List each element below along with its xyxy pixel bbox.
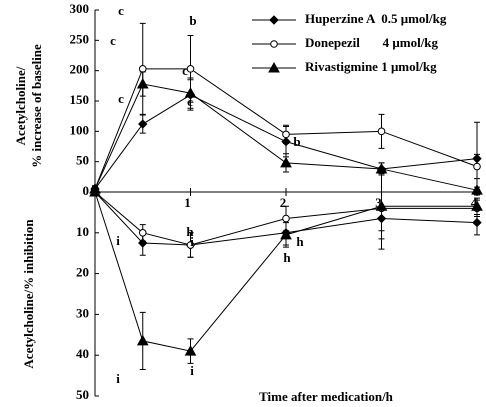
y-tick-label: 250: [70, 31, 90, 46]
x-tick-label: 1: [184, 195, 191, 210]
marker: [136, 334, 149, 346]
y-tick-label: 40: [76, 346, 89, 361]
annotation: c: [118, 3, 124, 18]
marker: [471, 184, 483, 195]
y-axis-label: Acetylcholine/: [13, 66, 28, 145]
marker: [269, 15, 279, 25]
annotation: c: [118, 91, 124, 106]
y-axis-label: Acetylcholine/% inhibition: [21, 219, 36, 369]
marker: [280, 228, 292, 240]
marker: [268, 61, 280, 73]
marker: [472, 217, 482, 228]
annotation: h: [296, 234, 304, 249]
annotation: c: [187, 94, 193, 109]
annotation: c: [182, 63, 188, 78]
legend-label: Huperzine A 0.5 μmol/kg: [305, 11, 447, 26]
y-tick-label: 0: [83, 183, 90, 198]
annotation: i: [116, 371, 120, 386]
x-axis-label: Time after medication/h: [259, 389, 394, 404]
marker: [473, 162, 481, 171]
y-tick-label: 50: [76, 153, 89, 168]
annotation: h: [186, 224, 194, 239]
marker: [138, 119, 148, 129]
y-tick-label: 300: [70, 1, 90, 16]
marker: [184, 345, 197, 356]
marker: [89, 185, 101, 197]
x-tick-label: 3: [375, 195, 382, 210]
legend-label: Rivastigmine 1 μmol/kg: [305, 59, 437, 74]
marker: [377, 127, 386, 136]
marker: [186, 241, 195, 249]
marker: [280, 156, 292, 168]
y-tick-label: 10: [76, 224, 89, 239]
series-line: [94, 83, 478, 191]
y-tick-label: 30: [76, 305, 89, 320]
annotation: i: [116, 233, 120, 248]
marker: [136, 77, 149, 89]
annotation: i: [190, 234, 194, 249]
annotation: i: [190, 363, 194, 378]
series-line: [94, 68, 478, 190]
y-tick-label: 200: [70, 62, 90, 77]
marker: [138, 229, 147, 237]
annotation: b: [189, 13, 196, 28]
marker: [184, 87, 197, 98]
x-tick-label: 2: [280, 195, 287, 210]
annotation: c: [110, 33, 116, 48]
y-tick-label: 100: [70, 122, 90, 137]
marker: [138, 65, 147, 73]
series-line: [94, 191, 477, 246]
marker: [186, 65, 195, 73]
series-line: [94, 191, 478, 246]
y-axis-label: % increase of baseline: [29, 44, 44, 168]
y-tick-label: 50: [76, 387, 89, 402]
series-line: [94, 191, 477, 352]
series-line: [94, 94, 478, 190]
marker: [282, 130, 290, 139]
marker: [282, 214, 290, 223]
marker: [375, 200, 388, 211]
y-tick-label: 20: [76, 265, 89, 280]
marker: [471, 200, 483, 211]
annotation: h: [283, 250, 291, 265]
y-tick-label: 150: [70, 92, 90, 107]
annotation: b: [293, 134, 300, 149]
legend-label: Donepezil 4 μmol/kg: [305, 35, 439, 50]
x-tick-label: 4: [471, 195, 478, 210]
marker: [270, 40, 278, 48]
